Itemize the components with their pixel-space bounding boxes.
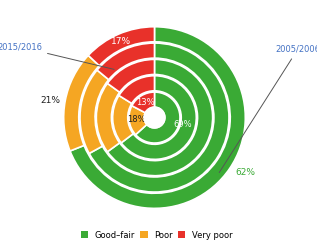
Wedge shape — [107, 59, 213, 176]
Text: 18%: 18% — [127, 115, 146, 124]
Text: 2005/2006: 2005/2006 — [219, 45, 317, 173]
Text: 69%: 69% — [173, 120, 191, 129]
Wedge shape — [64, 55, 99, 151]
Wedge shape — [96, 83, 120, 152]
Text: 21%: 21% — [40, 96, 60, 105]
Legend: Good–fair, Poor, Very poor: Good–fair, Poor, Very poor — [77, 227, 236, 243]
Wedge shape — [132, 92, 154, 113]
Wedge shape — [129, 106, 147, 135]
Wedge shape — [88, 27, 154, 66]
Wedge shape — [121, 76, 196, 159]
Wedge shape — [70, 27, 245, 208]
Wedge shape — [97, 43, 154, 80]
Wedge shape — [89, 43, 229, 192]
Wedge shape — [113, 96, 133, 143]
Circle shape — [144, 107, 165, 128]
Text: 2015/2016: 2015/2016 — [0, 42, 114, 69]
Wedge shape — [107, 59, 154, 92]
Text: 17%: 17% — [111, 37, 132, 46]
Wedge shape — [80, 70, 109, 153]
Text: 13%: 13% — [136, 98, 154, 107]
Text: 62%: 62% — [235, 168, 255, 177]
Wedge shape — [119, 76, 154, 104]
Wedge shape — [136, 92, 180, 143]
